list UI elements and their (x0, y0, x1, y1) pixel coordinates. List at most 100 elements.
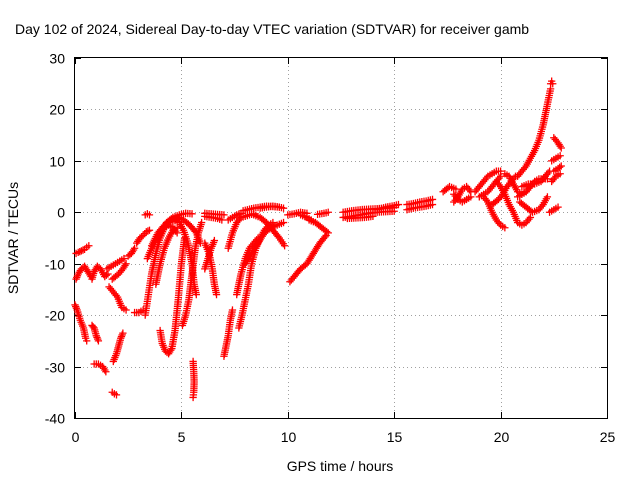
data-point (556, 152, 564, 160)
data-point (526, 213, 535, 222)
series-arc-38 (256, 202, 283, 212)
data-point (145, 226, 154, 234)
data-point (188, 210, 196, 218)
y-tick-label: 10 (49, 154, 65, 170)
data-point (556, 170, 564, 178)
series-arc-52 (471, 167, 505, 196)
data-point (549, 80, 557, 88)
x-tick-label: 0 (72, 429, 80, 445)
data-point (279, 218, 288, 227)
series-arc-11 (108, 260, 130, 283)
series-arc-65 (550, 134, 565, 152)
x-tick-label: 20 (494, 429, 510, 445)
x-axis-title: GPS time / hours (287, 458, 394, 474)
series-arc-54 (479, 193, 509, 232)
series-arc-58 (513, 85, 555, 180)
data-point (452, 185, 460, 193)
y-tick-label: 20 (49, 102, 65, 118)
series-arc-08 (105, 283, 130, 314)
data-point (189, 393, 197, 402)
y-tick-label: 0 (57, 205, 65, 221)
series-arc-23 (178, 218, 206, 330)
data-point (369, 212, 377, 221)
series-arc-56 (492, 177, 535, 229)
series-arc-60 (516, 193, 552, 216)
series-arc-67 (439, 182, 460, 196)
data-points (71, 77, 565, 402)
data-point (119, 329, 127, 337)
series-arc-14 (133, 226, 154, 247)
data-point (280, 242, 289, 250)
series-arc-64 (548, 170, 564, 186)
series-arc-28 (201, 209, 228, 219)
plot-frame (74, 57, 608, 419)
data-point (197, 218, 206, 227)
data-point (228, 306, 237, 314)
grid (75, 58, 607, 418)
series-arc-40 (286, 231, 330, 286)
series-arc-09 (108, 388, 121, 399)
data-point (145, 211, 154, 219)
series-arc-63 (548, 152, 564, 165)
y-tick-label: -30 (45, 360, 65, 376)
data-point (275, 203, 283, 211)
data-point (102, 368, 110, 376)
data-point (496, 172, 505, 180)
series-arc-43 (313, 208, 332, 218)
y-tick-label: 30 (49, 51, 65, 67)
data-point (210, 236, 219, 245)
y-tick-label: -40 (45, 411, 65, 427)
series-arc-46 (343, 212, 377, 223)
data-point (120, 254, 128, 263)
y-axis-title: SDTVAR / TECUs (5, 182, 21, 294)
x-tick-label: 15 (387, 429, 403, 445)
x-tick-label: 10 (281, 429, 297, 445)
data-point (122, 306, 130, 314)
series-arc-61 (518, 167, 554, 191)
data-point (130, 244, 139, 252)
series-arc-06 (90, 360, 110, 376)
data-point (554, 203, 562, 211)
series-arc-62 (546, 77, 557, 88)
data-point (467, 193, 475, 201)
series-arc-05 (88, 321, 103, 345)
data-point (557, 162, 565, 170)
data-point (104, 270, 112, 278)
data-point (501, 224, 509, 232)
data-point (279, 204, 288, 212)
series-arc-37 (250, 211, 289, 250)
series-arc-24 (189, 357, 198, 402)
series-arc-49 (403, 200, 437, 214)
series-arc-47 (373, 200, 403, 214)
series-arc-15 (141, 210, 154, 219)
x-tick-label: 25 (600, 429, 616, 445)
data-point (428, 200, 437, 209)
series-arc-68 (545, 203, 562, 216)
x-tick-label: 5 (178, 429, 186, 445)
series-arc-19 (152, 224, 181, 288)
y-tick-label: -10 (45, 257, 65, 273)
x-axis: 0 5 10 15 20 25 (72, 58, 616, 445)
series-arc-42 (305, 216, 332, 237)
chart-title: Day 102 of 2024, Sidereal Day-to-day VTE… (15, 21, 529, 37)
data-point (83, 337, 91, 345)
data-point (324, 229, 332, 237)
series-arc-02 (72, 242, 93, 258)
data-point (394, 200, 403, 209)
y-axis: 30 20 10 0 -10 -20 -30 -40 (45, 51, 607, 427)
data-point (557, 144, 565, 152)
series-arc-26 (201, 236, 219, 273)
series-arc-01 (71, 301, 91, 345)
y-tick-label: -20 (45, 308, 65, 324)
data-point (212, 290, 221, 299)
data-point (85, 242, 93, 250)
data-point (94, 337, 103, 345)
series-arc-04 (88, 262, 112, 283)
data-point (192, 290, 200, 299)
data-point (112, 391, 121, 399)
series-arc-29 (220, 306, 237, 360)
series-arc-66 (550, 162, 565, 175)
data-point (324, 208, 332, 216)
data-point (543, 193, 552, 201)
series-arc-10 (109, 329, 127, 366)
